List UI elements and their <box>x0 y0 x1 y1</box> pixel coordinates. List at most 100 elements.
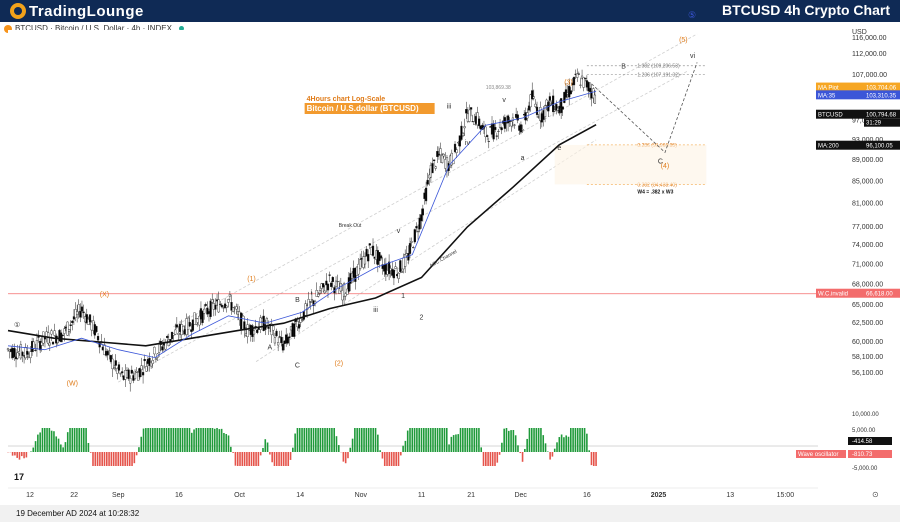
oscillator-bar <box>305 428 308 452</box>
y-tick-label: 89,000.00 <box>852 157 883 164</box>
oscillator-bar <box>287 452 290 466</box>
oscillator-bar <box>195 428 198 452</box>
candle-body <box>130 369 133 374</box>
candle-body <box>111 358 114 370</box>
oscillator-bar <box>172 428 175 452</box>
oscillator-bar <box>174 428 177 452</box>
oscillator-bar <box>193 429 195 452</box>
candle-body <box>6 348 10 351</box>
candle-body <box>293 323 296 337</box>
candle-body <box>460 125 463 140</box>
oscillator-bar <box>204 428 207 452</box>
price-label-bg <box>816 109 864 119</box>
oscillator-bar <box>280 452 283 466</box>
oscillator-bar <box>184 428 186 452</box>
candle-body <box>29 351 32 358</box>
candle-body <box>272 325 275 331</box>
oscillator-bar <box>227 435 230 452</box>
wave-label: vi <box>690 53 696 60</box>
price-label-name: BTCUSD <box>818 113 843 119</box>
candle-body <box>191 319 195 331</box>
candle-body <box>296 321 299 328</box>
candle-body <box>441 154 444 163</box>
oscillator-bar <box>420 428 423 452</box>
x-tick-label: Sep <box>112 492 125 499</box>
oscillator-bar <box>248 452 250 466</box>
oscillator-bar <box>335 436 338 452</box>
osc-tick-label: 5,000.00 <box>852 428 876 434</box>
oscillator-bar <box>565 435 568 452</box>
x-tick-label: Nov <box>355 492 368 499</box>
oscillator-bar <box>64 442 67 452</box>
wave-label: iii <box>447 104 452 111</box>
price-label-bg <box>816 140 864 150</box>
oscillator-bar <box>303 428 306 452</box>
w4-note: W4 = .382 x W3 <box>637 189 673 195</box>
oscillator-bar <box>574 428 577 452</box>
projection-path <box>591 62 698 154</box>
wave-label: B <box>621 64 626 71</box>
candle-body <box>141 372 145 376</box>
oscillator-bar <box>409 428 411 452</box>
candle-body <box>220 304 223 308</box>
price-label-sub: 31:29 <box>866 121 882 127</box>
oscillator-bar <box>514 435 517 452</box>
fib-label: 1.382 (109,206.53) <box>637 64 680 70</box>
candle-body <box>228 294 232 297</box>
y-tick-label: 81,000.00 <box>852 201 883 208</box>
candle-body <box>342 283 346 297</box>
oscillator-bar <box>197 428 200 452</box>
candle-body <box>140 365 143 370</box>
candle-body <box>344 293 347 297</box>
symbol-line[interactable]: BTCUSD · Bitcoin / U.S. Dollar · 4h · IN… <box>4 24 184 33</box>
candle-body <box>19 344 22 359</box>
candle-body <box>561 106 564 110</box>
x-tick-label: 22 <box>70 492 78 499</box>
oscillator-bar <box>202 428 205 452</box>
oscillator-bar <box>50 430 53 452</box>
candle-body <box>413 229 416 243</box>
oscillator-bar <box>507 430 510 452</box>
oscillator-bar <box>126 452 129 466</box>
candle-body <box>117 364 121 371</box>
candle-body <box>367 254 370 262</box>
channel-line-mid <box>255 139 597 362</box>
x-tick-label: 13 <box>726 492 734 499</box>
wave-label: 1 <box>401 293 405 300</box>
oscillator-bar <box>425 428 427 452</box>
oscillator-bar <box>243 452 246 466</box>
oscillator-bar <box>466 428 469 452</box>
oscillator-bar <box>404 440 407 452</box>
candle-body <box>148 357 151 366</box>
price-value-bg <box>864 109 900 119</box>
candle-body <box>560 98 563 113</box>
oscillator-bar <box>94 452 97 466</box>
oscillator-bar <box>553 448 556 452</box>
oscillator-bar <box>537 428 540 452</box>
price-label-name: MA:200 <box>818 144 839 150</box>
oscillator-bar <box>390 452 393 466</box>
oscillator-bar <box>246 452 248 466</box>
oscillator-bar <box>60 444 62 452</box>
ma35-line <box>7 90 597 359</box>
candle-body <box>534 103 537 107</box>
candle-body <box>246 324 249 337</box>
candle-body <box>408 243 412 254</box>
brand-name: TradingLounge <box>29 2 144 20</box>
oscillator-bar <box>344 452 347 464</box>
oscillator-bar <box>315 428 317 452</box>
candle-body <box>322 283 325 288</box>
oscillator-bar <box>179 428 182 452</box>
candle-body <box>103 344 106 356</box>
oscillator-bar <box>218 429 221 452</box>
oscillator-bar <box>48 428 51 452</box>
candle-body <box>127 369 130 380</box>
candle-body <box>468 109 471 122</box>
y-tick-label: 112,000.00 <box>852 51 887 58</box>
oscillator-bar <box>181 428 184 452</box>
oscillator-bar <box>512 429 515 452</box>
oscillator-bar <box>55 436 58 452</box>
candle-body <box>133 373 137 379</box>
oscillator-bar <box>452 435 455 452</box>
oscillator-bar <box>154 428 156 452</box>
